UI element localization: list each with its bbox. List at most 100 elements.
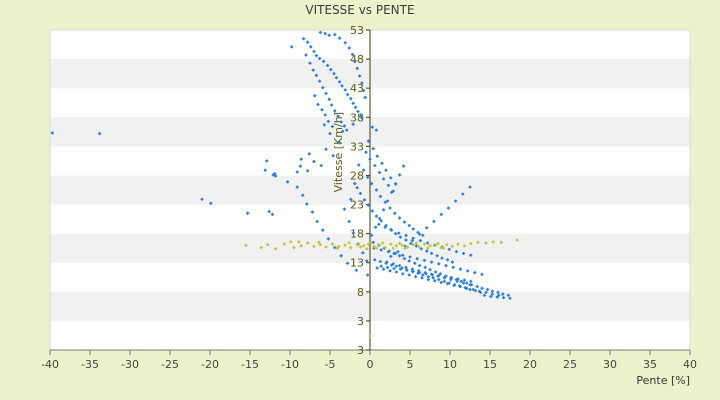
- data-point: [420, 273, 425, 277]
- data-point: [345, 92, 350, 97]
- data-point: [389, 190, 394, 195]
- data-point: [429, 251, 434, 256]
- data-point: [374, 188, 379, 192]
- data-point: [471, 287, 476, 292]
- x-tick-label: 15: [483, 358, 497, 371]
- data-point: [273, 246, 278, 251]
- data-point: [499, 240, 504, 245]
- data-point: [351, 122, 356, 127]
- data-point: [431, 276, 436, 280]
- data-point: [296, 239, 301, 244]
- data-point: [402, 220, 407, 224]
- data-point: [347, 219, 352, 224]
- data-point: [316, 240, 321, 245]
- data-point: [433, 270, 438, 274]
- data-point: [351, 101, 356, 106]
- data-point: [366, 139, 371, 143]
- series-1: [50, 30, 512, 301]
- data-point: [443, 274, 448, 279]
- data-point: [500, 292, 505, 296]
- data-point: [343, 243, 348, 248]
- data-point: [398, 267, 403, 271]
- data-point: [396, 231, 401, 235]
- data-point: [458, 284, 463, 289]
- data-point: [356, 163, 361, 167]
- data-point: [295, 185, 300, 189]
- data-point: [386, 183, 391, 188]
- data-point: [477, 289, 482, 294]
- data-point: [305, 40, 310, 45]
- data-point: [386, 249, 391, 254]
- data-point: [378, 194, 383, 199]
- data-point: [428, 244, 432, 248]
- data-point: [340, 84, 344, 88]
- data-point: [368, 241, 373, 245]
- data-point: [501, 295, 506, 300]
- data-point: [425, 241, 430, 245]
- data-point: [491, 239, 496, 244]
- data-point: [400, 253, 405, 258]
- data-point: [328, 131, 332, 136]
- x-tick-label: -40: [41, 358, 59, 371]
- data-point: [490, 289, 495, 294]
- data-point: [358, 245, 363, 249]
- data-point: [342, 207, 347, 212]
- data-point: [404, 265, 408, 270]
- data-point: [417, 263, 422, 268]
- data-point: [436, 273, 441, 278]
- data-point: [343, 40, 348, 45]
- data-point: [336, 114, 340, 118]
- data-point: [376, 222, 381, 227]
- data-point: [265, 242, 270, 247]
- data-point: [331, 153, 336, 158]
- data-point: [444, 263, 448, 268]
- data-point: [324, 245, 328, 249]
- x-tick-label: -15: [241, 358, 259, 371]
- data-point: [433, 243, 438, 248]
- data-point: [444, 242, 449, 247]
- data-point: [394, 264, 399, 269]
- data-point: [381, 267, 386, 271]
- data-point: [388, 269, 392, 273]
- data-point: [340, 129, 345, 134]
- data-point: [419, 246, 424, 251]
- data-point: [451, 265, 456, 270]
- data-point: [305, 168, 310, 173]
- data-point: [335, 246, 340, 251]
- data-point: [365, 273, 370, 277]
- data-point: [465, 269, 470, 273]
- data-point: [454, 249, 459, 254]
- data-point: [411, 242, 416, 247]
- data-point: [404, 268, 409, 273]
- data-point: [456, 277, 460, 281]
- data-point: [447, 247, 452, 252]
- data-point: [394, 244, 399, 248]
- data-point: [288, 239, 293, 244]
- data-point: [315, 219, 320, 224]
- data-point: [337, 79, 342, 84]
- data-point: [426, 277, 431, 282]
- data-point: [314, 73, 319, 78]
- data-point: [298, 164, 303, 168]
- data-point: [369, 181, 374, 186]
- data-point: [337, 141, 342, 145]
- data-point: [432, 278, 437, 283]
- data-point: [468, 279, 473, 284]
- data-point: [495, 295, 500, 299]
- data-point: [412, 261, 417, 266]
- data-point: [363, 95, 368, 100]
- x-tick-label: -25: [161, 358, 179, 371]
- data-point: [295, 170, 300, 174]
- data-point: [397, 263, 402, 268]
- data-point: [424, 225, 429, 230]
- data-point: [377, 216, 382, 221]
- data-point: [365, 175, 370, 180]
- data-point: [352, 181, 357, 186]
- data-point: [325, 63, 330, 68]
- data-point: [362, 198, 367, 202]
- data-point: [311, 68, 316, 72]
- data-point: [413, 274, 418, 279]
- data-point: [453, 199, 458, 203]
- data-point: [361, 244, 366, 248]
